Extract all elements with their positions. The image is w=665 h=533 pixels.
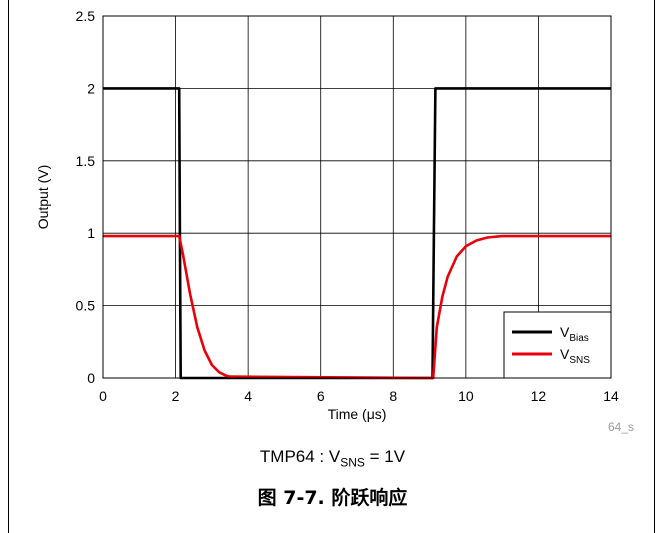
x-tick-label: 14: [603, 388, 619, 404]
y-tick-label: 1.5: [76, 153, 96, 169]
figure-frame: [8, 0, 655, 533]
y-tick-label: 0.5: [76, 298, 96, 314]
x-tick-label: 10: [458, 388, 474, 404]
y-tick-label: 2: [87, 80, 95, 96]
x-tick-label: 4: [244, 388, 252, 404]
legend-label: VBias: [560, 324, 589, 344]
tick-labels: 0 2 4 6 8 10 12 14 0 0.5 1 1.5 2 2.5: [76, 8, 619, 404]
x-axis-label: Time (μs): [328, 406, 387, 422]
y-tick-label: 0: [87, 370, 95, 386]
legend-label-sub: Bias: [569, 333, 588, 344]
sub-caption-suffix: = 1V: [364, 447, 406, 466]
sub-caption-prefix: TMP64 : V: [259, 447, 341, 466]
x-tick-label: 0: [99, 388, 107, 404]
sub-caption: TMP64 : VSNS = 1V: [0, 447, 665, 469]
figure-id: 64_s: [608, 420, 635, 434]
legend-label: VSNS: [560, 346, 590, 366]
y-axis-label: Output (V): [35, 165, 51, 230]
sub-caption-subscript: SNS: [340, 455, 365, 470]
y-tick-label: 2.5: [76, 8, 96, 24]
legend-box: [503, 311, 612, 379]
legend-label-main: V: [560, 324, 570, 340]
chart: 0 2 4 6 8 10 12 14 0 0.5 1 1.5 2 2.5 Time (μs) Output…: [35, 8, 619, 422]
figure-caption: 图 7-7. 阶跃响应: [257, 487, 408, 509]
x-tick-label: 8: [389, 388, 397, 404]
legend-label-main: V: [560, 346, 570, 362]
legend-label-sub: SNS: [569, 355, 590, 366]
x-tick-label: 2: [172, 388, 180, 404]
x-tick-label: 6: [317, 388, 325, 404]
x-tick-label: 12: [531, 388, 547, 404]
plot-border: [102, 15, 612, 379]
y-tick-label: 1: [87, 225, 95, 241]
